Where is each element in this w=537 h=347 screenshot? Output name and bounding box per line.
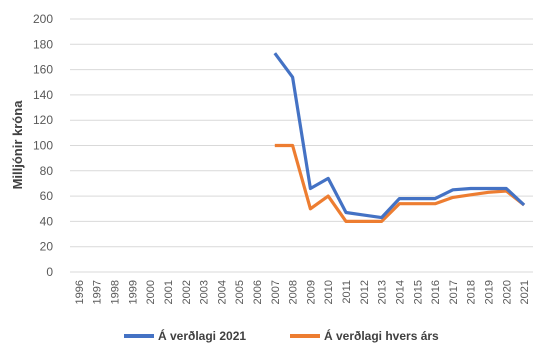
x-tick-label: 2000 [145, 280, 157, 304]
x-tick-label: 2003 [199, 280, 211, 304]
legend: Á verðlagi 2021 Á verðlagi hvers árs [124, 328, 439, 343]
y-tick-label: 100 [33, 139, 53, 153]
series-line [273, 52, 526, 220]
y-tick-label: 40 [40, 214, 54, 228]
x-tick-label: 2013 [377, 280, 389, 304]
x-tick-label: 2009 [305, 280, 317, 304]
y-tick-label: 80 [40, 164, 54, 178]
y-tick-label: 20 [40, 240, 54, 254]
y-tick-label: 60 [40, 189, 54, 203]
x-tick-label: 2020 [501, 280, 513, 304]
x-tick-label: 2019 [483, 280, 495, 304]
x-axis-ticks: 1996 1997 1998 1999 2000 2001 2002 2003 2004 2005… [74, 280, 531, 304]
x-tick-label: 2015 [412, 280, 424, 304]
y-tick-label: 0 [46, 265, 53, 279]
x-tick-label: 2002 [181, 280, 193, 304]
x-tick-label: 2018 [466, 280, 478, 304]
x-tick-label: 2007 [270, 280, 282, 304]
x-tick-label: 2017 [448, 280, 460, 304]
x-tick-label: 2008 [288, 280, 300, 304]
x-tick-label: 2021 [519, 280, 531, 304]
series-line [274, 143, 526, 223]
y-axis-ticks: 0 20 40 60 80 100 120 140 160 180 200 [33, 12, 53, 279]
x-tick-label: 2012 [359, 280, 371, 304]
grid-lines [70, 18, 533, 248]
x-tick-label: 2014 [394, 280, 406, 304]
x-tick-label: 1996 [74, 280, 86, 304]
x-tick-label: 2010 [323, 280, 335, 304]
x-tick-label: 1999 [127, 280, 139, 304]
x-tick-label: 2006 [252, 280, 264, 304]
series-lines [273, 52, 526, 223]
legend-label: Á verðlagi 2021 [158, 328, 246, 343]
x-tick-label: 2001 [163, 280, 175, 304]
x-tick-label: 2005 [234, 280, 246, 304]
x-tick-label: 2004 [216, 280, 228, 304]
y-tick-label: 180 [33, 37, 53, 51]
legend-label: Á verðlagi hvers árs [324, 328, 439, 343]
x-tick-label: 2011 [341, 280, 353, 304]
y-tick-label: 120 [33, 113, 53, 127]
y-tick-label: 200 [33, 12, 53, 26]
x-tick-label: 2016 [430, 280, 442, 304]
y-tick-label: 160 [33, 63, 53, 77]
x-tick-label: 1997 [92, 280, 104, 304]
x-tick-label: 1998 [110, 280, 122, 304]
y-tick-label: 140 [33, 88, 53, 102]
y-axis-label: Milljónir króna [10, 100, 25, 190]
